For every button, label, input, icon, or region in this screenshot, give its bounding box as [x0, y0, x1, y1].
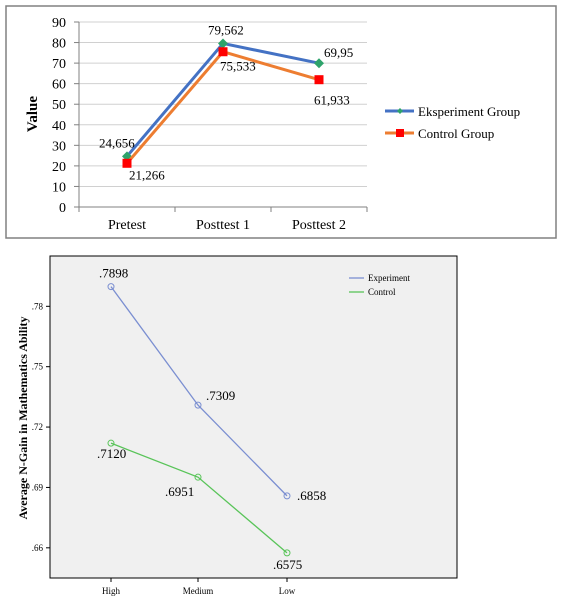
data-label: 79,562	[208, 22, 244, 37]
data-point	[283, 549, 291, 557]
legend-label: Control Group	[418, 126, 494, 141]
legend-label: Experiment	[368, 273, 410, 283]
data-point	[194, 401, 202, 409]
y-tick-label: 30	[52, 139, 66, 154]
chart1-legend: Eksperiment Group Control Group	[385, 104, 520, 141]
y-tick-label: 20	[52, 160, 66, 175]
chart1-y-tick-labels: 0 10 20 30 40 50 60 70 80 90	[52, 16, 66, 216]
y-tick-label: 10	[52, 180, 66, 195]
chart2-legend: Experiment Control	[349, 273, 410, 297]
data-point	[283, 492, 291, 500]
chart1-y-axis-label: Value	[25, 96, 41, 132]
legend-swatch-marker	[397, 108, 403, 114]
y-tick-label: .78	[32, 301, 44, 311]
chart1-axes	[74, 21, 368, 212]
data-label: 69,95	[324, 45, 353, 60]
data-point	[314, 75, 324, 85]
data-point	[194, 473, 202, 481]
data-label: .7120	[97, 446, 126, 461]
legend-label: Control	[368, 287, 396, 297]
data-point	[107, 283, 115, 291]
series-line	[110, 286, 288, 497]
y-tick-label: 70	[52, 57, 66, 72]
y-tick-label: 60	[52, 78, 66, 93]
x-tick-label: Posttest 2	[292, 218, 346, 233]
data-label: .7309	[206, 388, 235, 403]
x-tick-label: Posttest 1	[196, 218, 250, 233]
x-tick-label: Low	[279, 586, 296, 596]
y-tick-label: 50	[52, 98, 66, 113]
plot-background	[49, 255, 458, 579]
data-label: 75,533	[220, 59, 256, 74]
legend-swatch-marker	[396, 129, 404, 137]
x-tick-label: Pretest	[108, 218, 146, 233]
data-label: 61,933	[314, 93, 350, 108]
chart2-x-tick-labels: High Medium Low	[102, 578, 296, 596]
data-label: .6575	[273, 557, 302, 572]
y-tick-label: 80	[52, 37, 66, 52]
data-label: .6951	[165, 484, 194, 499]
legend-label: Eksperiment Group	[418, 104, 520, 119]
data-point	[122, 158, 132, 168]
data-point	[107, 439, 115, 447]
series-line	[110, 442, 288, 554]
data-label: .6858	[297, 488, 326, 503]
chart1-x-tick-labels: Pretest Posttest 1 Posttest 2	[108, 218, 346, 233]
data-point	[218, 38, 228, 49]
y-tick-label: 90	[52, 16, 66, 31]
data-point	[218, 47, 228, 57]
chart1-frame	[5, 5, 557, 239]
y-tick-label: 40	[52, 119, 66, 134]
x-tick-label: High	[102, 586, 121, 596]
y-tick-label: 0	[59, 201, 66, 216]
data-label: 24,656	[99, 135, 135, 150]
y-tick-label: .75	[32, 362, 44, 372]
chart1-series: 24,656 79,562 69,95 21,266 75,533 61,933	[99, 22, 353, 182]
x-tick-label: Medium	[183, 586, 214, 596]
y-tick-label: .72	[32, 422, 43, 432]
y-tick-label: .66	[32, 543, 44, 553]
chart2-y-axis-label: Average N-Gain in Mathematics Ability	[16, 316, 30, 519]
y-tick-label: .69	[32, 482, 44, 492]
data-label: 21,266	[129, 167, 165, 182]
chart2-y-ticks: .66 .69 .72 .75 .78	[32, 301, 50, 553]
chart2-series: .7898 .7309 .6858 .7120 .6951 .6575	[97, 266, 326, 572]
data-label: .7898	[99, 266, 128, 281]
chart2-plot-area	[49, 255, 458, 579]
data-point	[314, 58, 324, 69]
